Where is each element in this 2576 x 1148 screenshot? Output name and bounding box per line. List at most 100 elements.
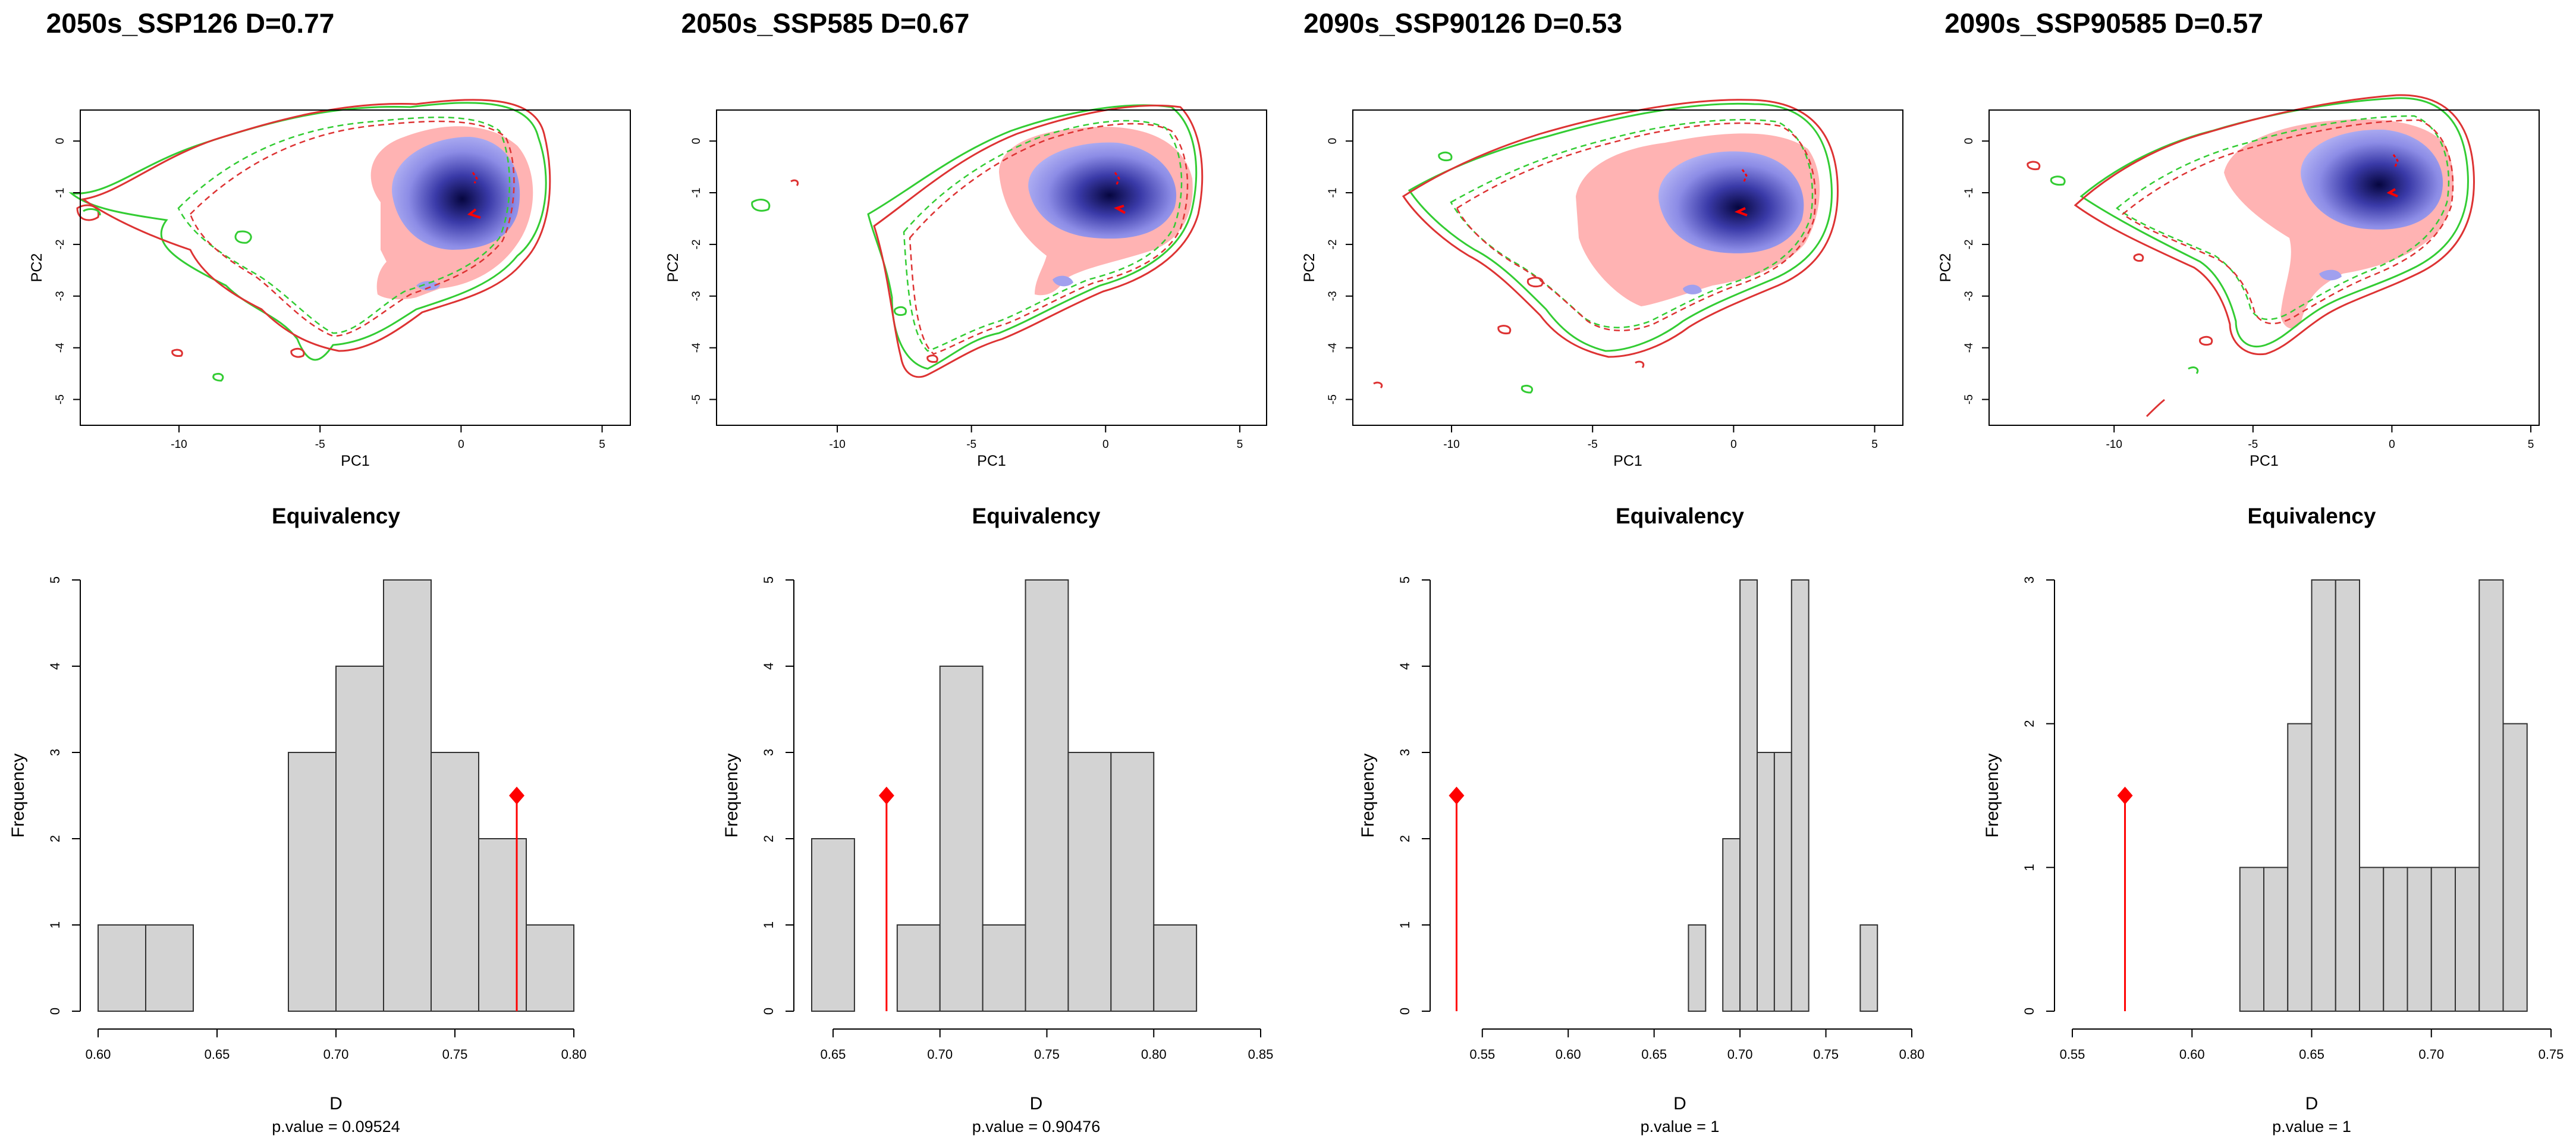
y-tick-label: 1 bbox=[761, 921, 776, 929]
contour-red-islet bbox=[926, 355, 938, 363]
contour-red-outer bbox=[2074, 94, 2475, 356]
niche-density bbox=[1373, 99, 1839, 394]
y-tick-label: -2 bbox=[54, 239, 67, 249]
x-tick-label: 0 bbox=[1102, 438, 1109, 451]
density-blob-small bbox=[416, 281, 440, 291]
y-tick-label: 4 bbox=[48, 663, 62, 670]
observed-marker bbox=[509, 786, 524, 805]
x-tick-label: 5 bbox=[599, 438, 605, 451]
contour-red-islet bbox=[2145, 399, 2165, 418]
contour-red-inner bbox=[1456, 122, 1817, 331]
histogram-bar bbox=[2383, 867, 2408, 1012]
contour-green-islet bbox=[1438, 151, 1453, 162]
contour-red-inner bbox=[2121, 119, 2454, 325]
x-tick-label: -5 bbox=[2248, 438, 2258, 451]
contour-green-islet bbox=[212, 372, 224, 382]
x-tick-label: 0.55 bbox=[1469, 1047, 1495, 1062]
contour-green-islet bbox=[1521, 384, 1534, 394]
niche-density bbox=[751, 104, 1204, 378]
y-axis-label: Frequency bbox=[1358, 754, 1378, 838]
y-tick-label: -1 bbox=[1963, 188, 1975, 198]
contour-red-islet bbox=[790, 179, 799, 186]
y-tick-label: -2 bbox=[690, 239, 703, 249]
centroid-arrow bbox=[1734, 207, 1748, 217]
x-axis-label: D bbox=[1030, 1094, 1043, 1114]
x-tick-label: -10 bbox=[1443, 438, 1459, 451]
y-tick-label: -4 bbox=[1963, 343, 1975, 353]
plot-frame bbox=[80, 109, 631, 426]
histogram-bar bbox=[1722, 838, 1741, 1012]
contour-red-outer bbox=[873, 104, 1204, 378]
y-tick-label: 1 bbox=[48, 921, 62, 929]
panel-title: 2050s_SSP126 D=0.77 bbox=[46, 8, 335, 39]
histogram-bar bbox=[939, 666, 984, 1012]
x-tick-label: 0 bbox=[458, 438, 464, 451]
histogram-bar bbox=[1739, 579, 1758, 1012]
contour-green-islet bbox=[234, 230, 252, 244]
x-tick-label: 0 bbox=[1730, 438, 1737, 451]
histogram-bar bbox=[478, 838, 527, 1012]
histogram-title: Equivalency bbox=[1616, 504, 1744, 528]
pca-plot: -10 -5 0 5 0 -1 -2 -3 -4 -5 PC1 PC2 bbox=[1301, 99, 1903, 469]
plot-frame bbox=[716, 109, 1267, 426]
y-tick-label: -5 bbox=[1963, 394, 1975, 404]
y-tick-label: -1 bbox=[54, 188, 67, 198]
histogram-bar bbox=[1773, 752, 1792, 1012]
y-tick-label: 0 bbox=[761, 1008, 776, 1015]
x-axis-label: PC1 bbox=[2250, 453, 2279, 469]
contour-red-islet bbox=[2133, 253, 2144, 262]
x-tick-label: 0.80 bbox=[1899, 1047, 1925, 1062]
x-tick-label: 0.70 bbox=[927, 1047, 953, 1062]
x-tick-label: 0.70 bbox=[323, 1047, 349, 1062]
observed-marker bbox=[2117, 786, 2133, 805]
y-tick-label: -2 bbox=[1327, 239, 1339, 249]
histogram-bar bbox=[2478, 579, 2504, 1012]
histogram-bar bbox=[1153, 924, 1198, 1012]
centroid-arrow bbox=[472, 172, 478, 184]
contour-green-outer bbox=[1408, 102, 1833, 352]
histogram-bar bbox=[2502, 723, 2528, 1012]
y-tick-label: 3 bbox=[2022, 576, 2037, 584]
x-tick-label: 0.80 bbox=[561, 1047, 587, 1062]
contour-green-inner bbox=[903, 120, 1183, 352]
histogram-bar bbox=[1859, 924, 1878, 1012]
contour-red-islet bbox=[1497, 325, 1512, 334]
y-tick-label: -1 bbox=[690, 188, 703, 198]
x-tick-label: 5 bbox=[1871, 438, 1878, 451]
contour-green-inner bbox=[1450, 119, 1814, 328]
contour-red-islet bbox=[2027, 161, 2041, 170]
contour-green-outer bbox=[867, 104, 1198, 370]
y-axis-label: PC2 bbox=[665, 253, 681, 283]
y-tick-label: 5 bbox=[761, 576, 776, 584]
centroid-arrow bbox=[2386, 188, 2398, 197]
contour-red-inner bbox=[189, 120, 515, 337]
y-tick-label: 0 bbox=[1963, 138, 1975, 145]
density-blob bbox=[1028, 142, 1177, 239]
x-axis-label: PC1 bbox=[1613, 453, 1642, 469]
contour-red-islet bbox=[1373, 381, 1383, 389]
histogram-bar bbox=[526, 924, 574, 1012]
y-tick-label: -5 bbox=[1327, 394, 1339, 404]
y-tick-label: 3 bbox=[761, 749, 776, 756]
x-tick-label: 0 bbox=[2389, 438, 2395, 451]
x-tick-label: -10 bbox=[829, 438, 845, 451]
plot-frame bbox=[1988, 109, 2540, 426]
x-tick-label: 0.55 bbox=[2060, 1047, 2085, 1062]
x-tick-label: 0.65 bbox=[205, 1047, 230, 1062]
centroid-arrow bbox=[1114, 172, 1120, 185]
x-tick-label: -10 bbox=[2106, 438, 2122, 451]
y-axis-label: Frequency bbox=[722, 754, 742, 838]
histogram-bar bbox=[1688, 924, 1707, 1012]
contour-green-islet bbox=[893, 306, 907, 316]
x-tick-label: 0.60 bbox=[2179, 1047, 2205, 1062]
x-tick-label: 5 bbox=[2528, 438, 2534, 451]
y-tick-label: -4 bbox=[1327, 343, 1339, 353]
centroid-arrow bbox=[1114, 205, 1126, 214]
p-value-label: p.value = 1 bbox=[1641, 1118, 1720, 1136]
x-tick-label: 5 bbox=[1237, 438, 1243, 451]
y-axis-label: PC2 bbox=[1937, 253, 1954, 283]
histogram-bar bbox=[2239, 867, 2264, 1012]
contour-red-islet bbox=[290, 347, 305, 358]
y-tick-label: 2 bbox=[2022, 720, 2037, 727]
histogram: Equivalency 0.60 0.65 0.70 0.75 0.80 0 1 2 3 4 5 Dp.… bbox=[8, 504, 586, 1136]
